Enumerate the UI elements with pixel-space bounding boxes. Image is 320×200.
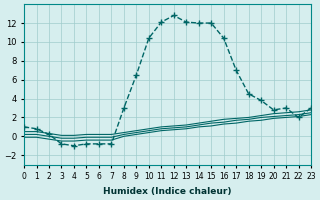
X-axis label: Humidex (Indice chaleur): Humidex (Indice chaleur) [103, 187, 232, 196]
